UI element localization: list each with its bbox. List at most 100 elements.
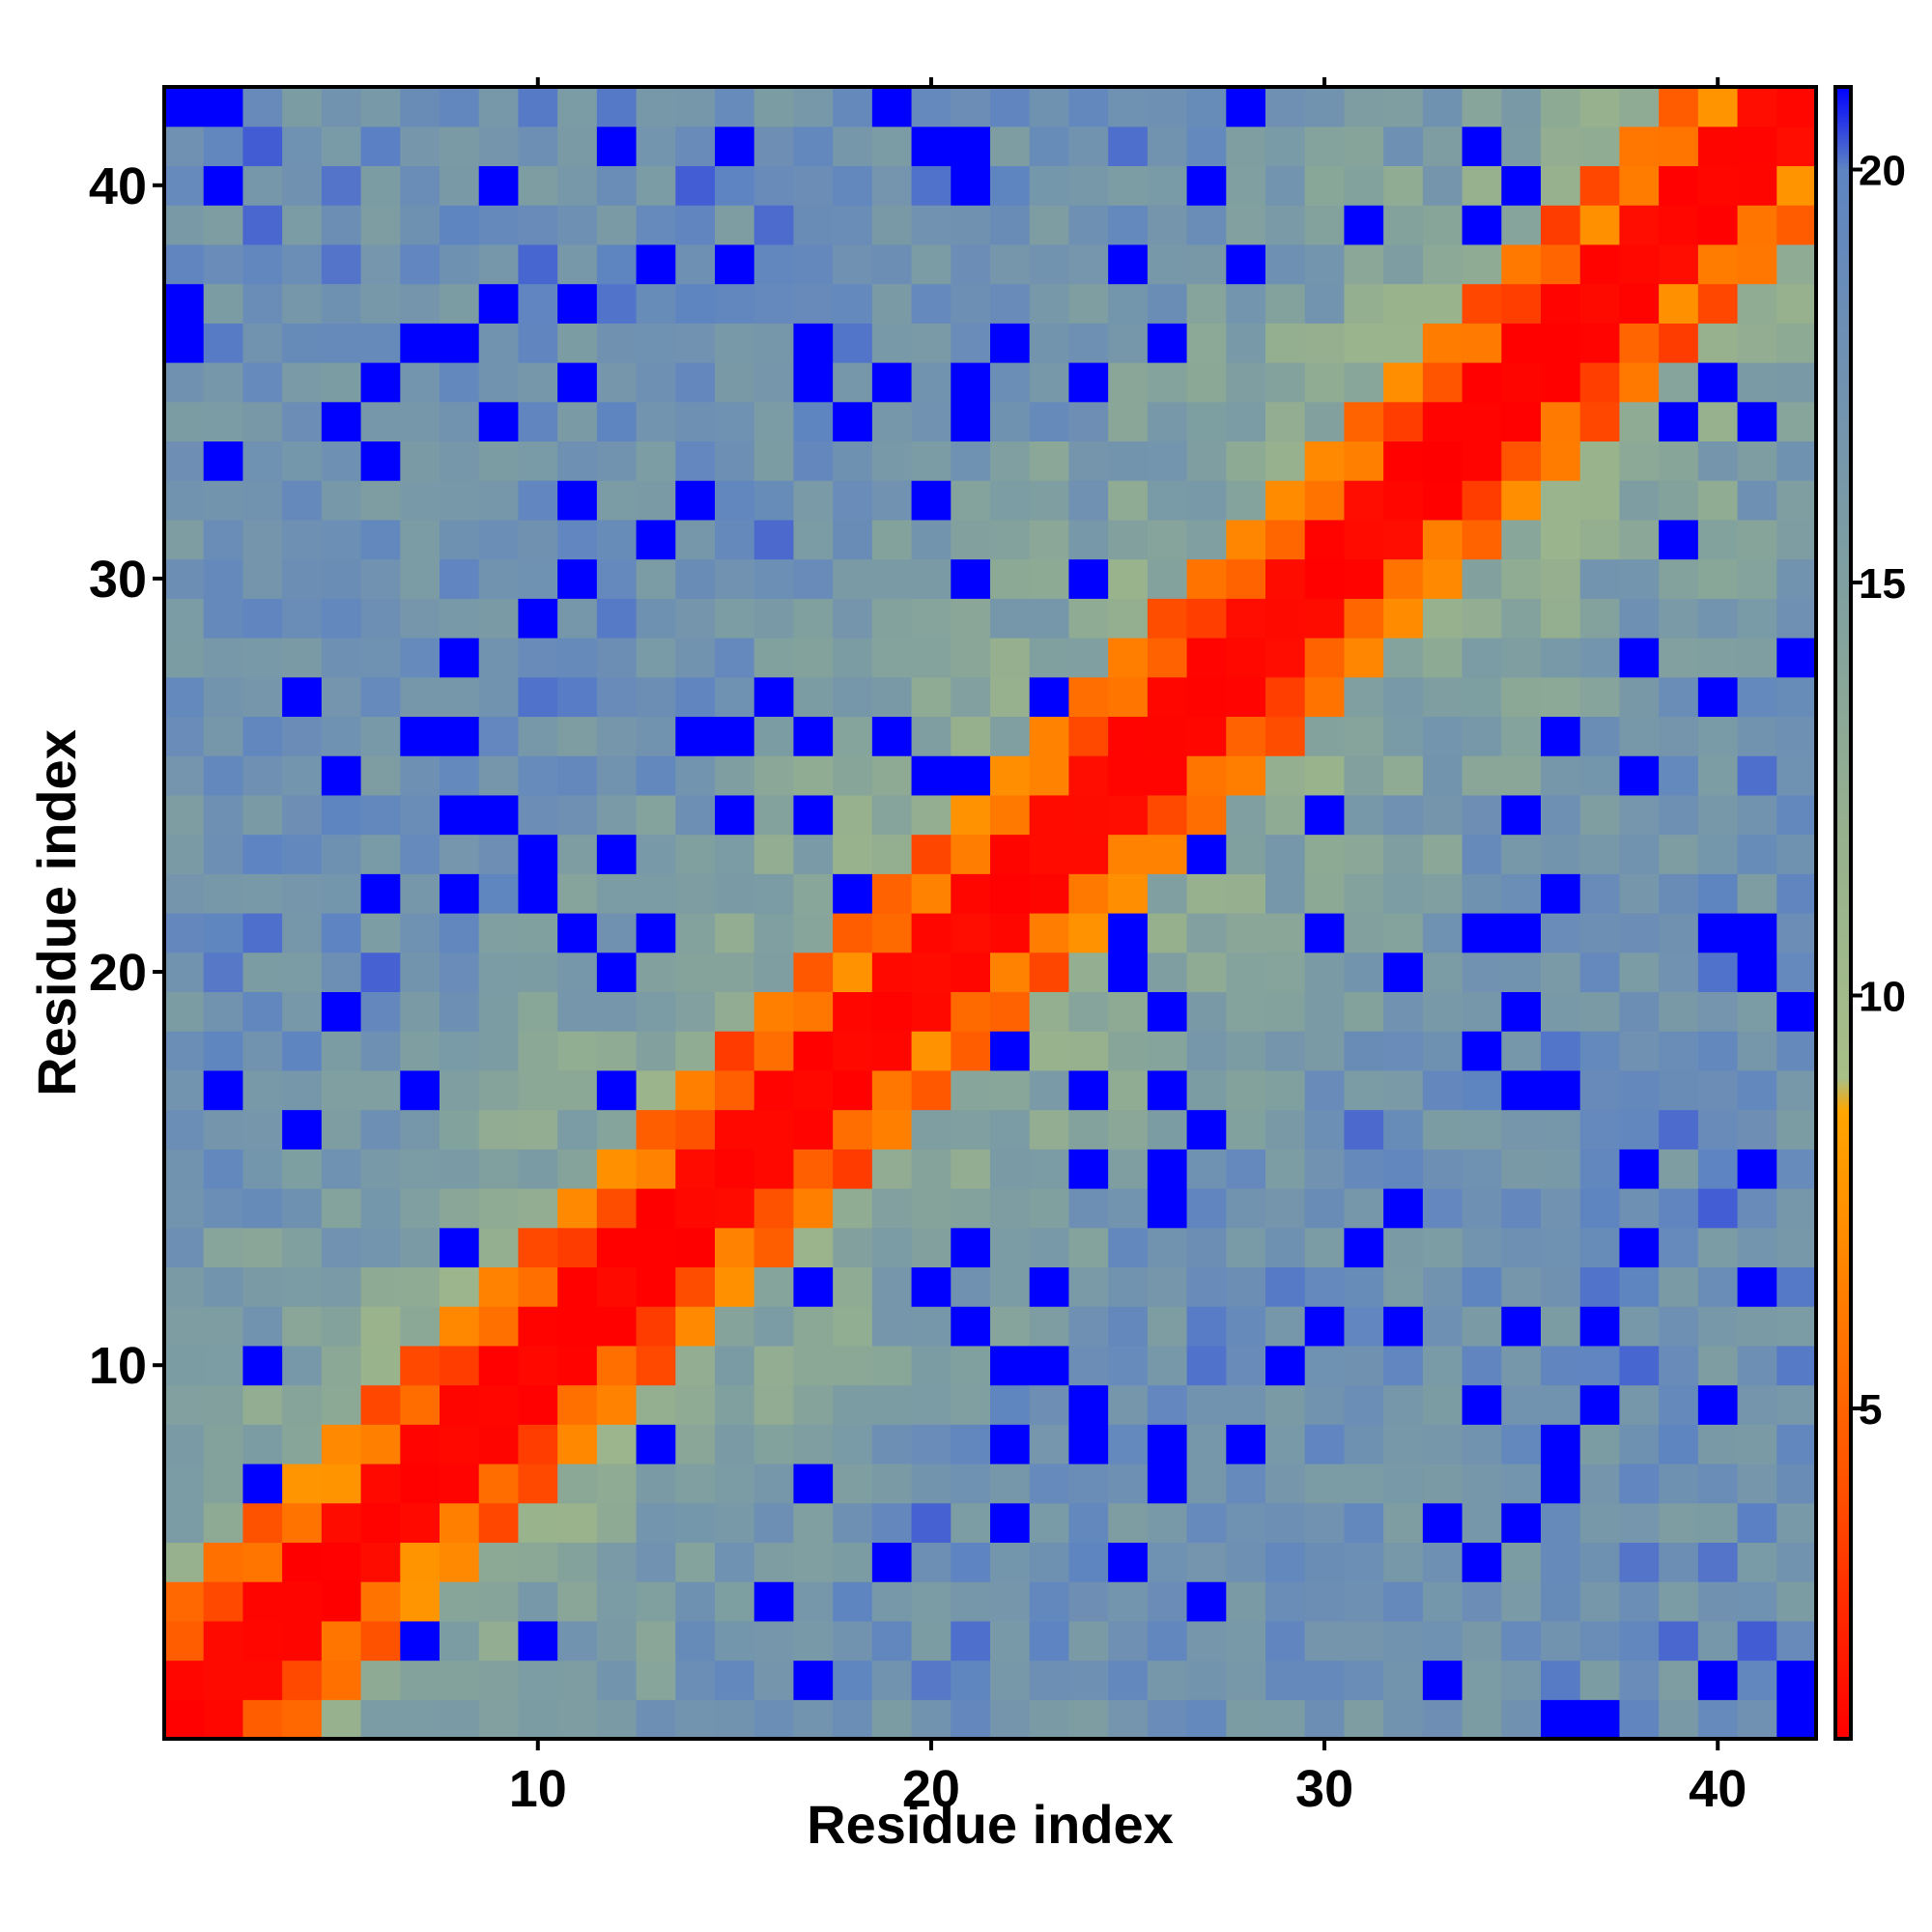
heatmap-cell	[1579, 1031, 1621, 1071]
heatmap-cell	[1226, 952, 1266, 993]
heatmap-cell	[1265, 205, 1306, 245]
heatmap-cell	[440, 1306, 480, 1347]
heatmap-cell	[793, 283, 834, 324]
heatmap-cell	[990, 952, 1031, 993]
heatmap-cell	[360, 1109, 401, 1150]
heatmap-cell	[1697, 1699, 1739, 1740]
heatmap-cell	[793, 1699, 834, 1740]
heatmap-cell	[1068, 1542, 1109, 1582]
heatmap-cell	[1186, 1463, 1227, 1504]
heatmap-cell	[911, 1463, 952, 1504]
heatmap-cell	[871, 283, 913, 324]
heatmap-cell	[753, 1266, 795, 1307]
heatmap-cell	[715, 205, 755, 245]
heatmap-cell	[715, 440, 755, 481]
heatmap-cell	[1697, 1620, 1739, 1662]
heatmap-cell	[833, 1542, 873, 1582]
heatmap-cell	[951, 1502, 991, 1544]
heatmap-cell	[1383, 283, 1424, 324]
heatmap-cell	[478, 952, 520, 993]
heatmap-cell	[164, 126, 205, 167]
heatmap-cell	[1697, 638, 1739, 678]
heatmap-cell	[1108, 323, 1149, 363]
heatmap-cell	[675, 1463, 716, 1504]
heatmap-cell	[1226, 1069, 1266, 1111]
heatmap-cell	[1068, 1149, 1109, 1189]
heatmap-cell	[833, 1502, 873, 1544]
heatmap-cell	[1422, 794, 1463, 836]
heatmap-cell	[1501, 205, 1542, 245]
heatmap-cell	[203, 716, 244, 756]
heatmap-cell	[675, 558, 716, 599]
heatmap-cell	[360, 362, 401, 403]
heatmap-cell	[1304, 440, 1346, 481]
heatmap-cell	[360, 1266, 401, 1307]
heatmap-cell	[833, 558, 873, 599]
heatmap-cell	[1068, 1188, 1109, 1229]
heatmap-cell	[1579, 1227, 1621, 1268]
heatmap-cell	[400, 1227, 440, 1268]
heatmap-cell	[753, 558, 795, 599]
heatmap-cell	[990, 126, 1031, 167]
heatmap-cell	[1383, 1188, 1424, 1229]
heatmap-cell	[203, 558, 244, 599]
heatmap-cell	[715, 558, 755, 599]
heatmap-cell	[1659, 1660, 1699, 1700]
heatmap-cell	[282, 362, 323, 403]
heatmap-cell	[1108, 362, 1149, 403]
heatmap-cell	[1226, 991, 1266, 1032]
heatmap-cell	[1697, 1266, 1739, 1307]
heatmap-cell	[1226, 1149, 1266, 1189]
heatmap-cell	[360, 873, 401, 914]
heatmap-cell	[1776, 1620, 1817, 1662]
heatmap-cell	[440, 87, 480, 128]
heatmap-cell	[871, 362, 913, 403]
heatmap-cell	[360, 401, 401, 442]
heatmap-cell	[675, 87, 716, 128]
heatmap-cell	[1029, 1699, 1070, 1740]
heatmap-cell	[990, 401, 1031, 442]
heatmap-cell	[636, 1502, 676, 1544]
heatmap-cell	[1541, 873, 1581, 914]
heatmap-cell	[440, 1384, 480, 1425]
heatmap-cell	[1068, 126, 1109, 167]
heatmap-cell	[518, 205, 558, 245]
heatmap-cell	[1226, 755, 1266, 796]
heatmap-cell	[753, 1345, 795, 1386]
heatmap-cell	[1579, 991, 1621, 1032]
heatmap-cell	[1422, 1502, 1463, 1544]
heatmap-cell	[1108, 834, 1149, 874]
heatmap-cell	[518, 1069, 558, 1111]
heatmap-cell	[1068, 1699, 1109, 1740]
heatmap-cell	[1029, 401, 1070, 442]
heatmap-cell	[1029, 1031, 1070, 1071]
heatmap-cell	[1659, 991, 1699, 1032]
heatmap-cell	[990, 1424, 1031, 1464]
heatmap-cell	[478, 1463, 520, 1504]
heatmap-cell	[1344, 362, 1384, 403]
heatmap-cell	[596, 834, 638, 874]
heatmap-cell	[518, 1227, 558, 1268]
heatmap-cell	[1265, 1109, 1306, 1150]
heatmap-cell	[1501, 638, 1542, 678]
heatmap-cell	[911, 1069, 952, 1111]
heatmap-cell	[1265, 323, 1306, 363]
heatmap-cell	[1697, 558, 1739, 599]
heatmap-cell	[1579, 952, 1621, 993]
heatmap-cell	[164, 991, 205, 1032]
heatmap-cell	[951, 1463, 991, 1504]
heatmap-cell	[518, 283, 558, 324]
heatmap-cell	[1029, 440, 1070, 481]
heatmap-cell	[1659, 401, 1699, 442]
heatmap-cell	[1737, 401, 1777, 442]
heatmap-cell	[400, 480, 440, 521]
heatmap-cell	[1068, 362, 1109, 403]
heatmap-cell	[1462, 283, 1502, 324]
heatmap-cell	[1422, 519, 1463, 560]
heatmap-cell	[1619, 991, 1660, 1032]
heatmap-cell	[440, 243, 480, 285]
heatmap-cell	[1462, 480, 1502, 521]
heatmap-cell	[1619, 1581, 1660, 1622]
heatmap-cell	[1186, 1031, 1227, 1071]
heatmap-cell	[203, 1542, 244, 1582]
